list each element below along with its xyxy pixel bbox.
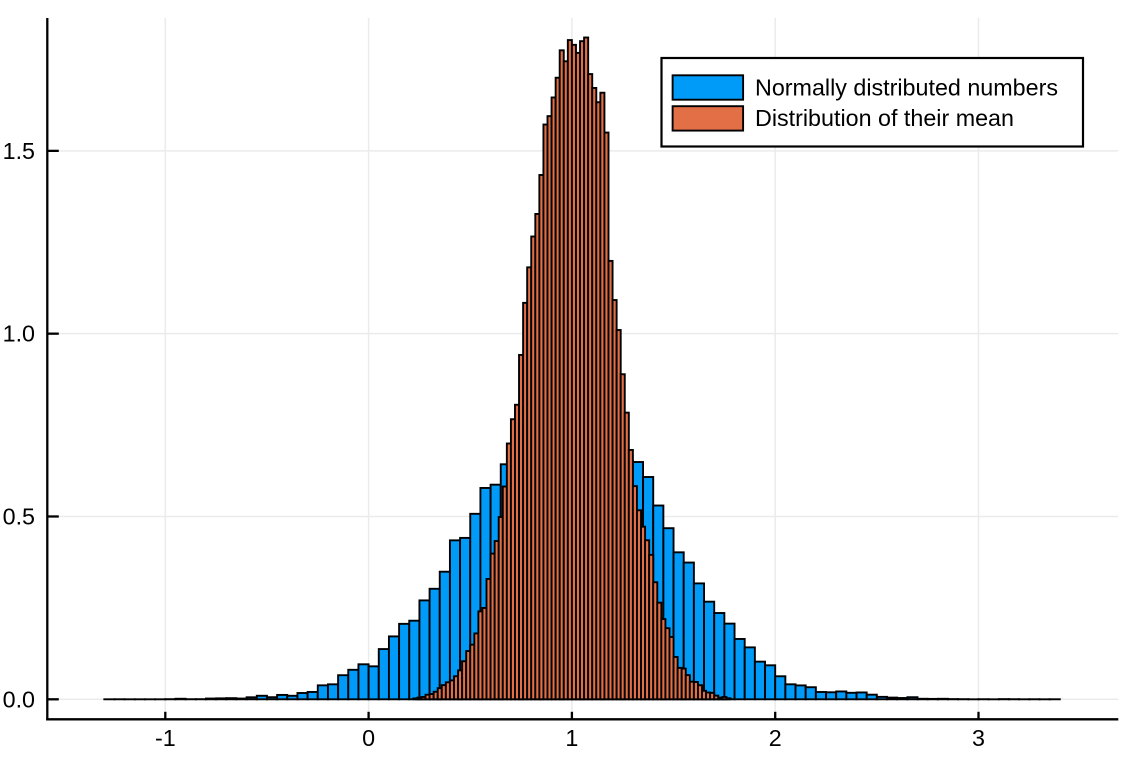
svg-text:Normally distributed numbers: Normally distributed numbers (755, 75, 1058, 101)
svg-text:-1: -1 (155, 725, 176, 751)
svg-text:1.5: 1.5 (3, 138, 35, 164)
svg-text:3: 3 (972, 725, 985, 751)
svg-text:Distribution of their mean: Distribution of their mean (755, 105, 1014, 131)
svg-text:0.0: 0.0 (3, 686, 35, 712)
svg-text:0.5: 0.5 (3, 503, 35, 529)
svg-text:1.0: 1.0 (3, 321, 35, 347)
svg-text:0: 0 (362, 725, 375, 751)
svg-text:2: 2 (769, 725, 782, 751)
svg-text:1: 1 (565, 725, 578, 751)
